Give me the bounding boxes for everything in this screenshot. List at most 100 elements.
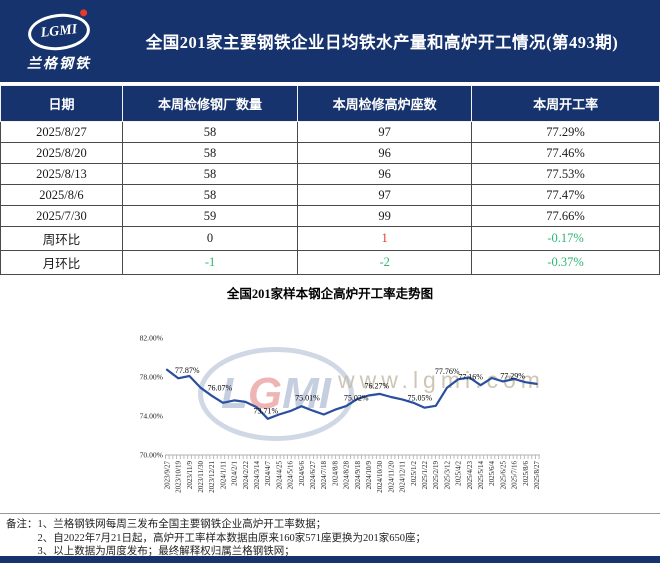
column-header: 本周开工率 xyxy=(471,85,660,122)
table-cell: 77.66% xyxy=(471,205,660,227)
lgmi-logo: LGMI 兰格钢铁 xyxy=(0,8,118,73)
data-point-label: 76.27% xyxy=(364,381,389,390)
page-title: 全国201家主要钢铁企业日均铁水产量和高炉开工情况(第493期) xyxy=(145,33,619,52)
x-axis-tick-label: 2025/4/23 xyxy=(466,461,474,490)
notes-items: 1、兰格钢铁网每周三发布全国主要钢铁企业高炉开工率数据； 2、自2022年7月21… xyxy=(37,518,427,557)
x-axis-tick-label: 2024/1/11 xyxy=(219,461,227,490)
x-axis-tick-label: 2025/4/2 xyxy=(455,461,463,486)
report-table: 日期 本周检修钢厂数量 本周检修高炉座数 本周开工率 2025/8/27 58 97 77.… xyxy=(0,85,660,275)
notes-section: 备注： 1、兰格钢铁网每周三发布全国主要钢铁企业高炉开工率数据； 2、自2022年… xyxy=(0,513,660,557)
chart-title: 全国201家样本钢企高炉开工率走势图 xyxy=(226,287,434,301)
column-header: 本周检修钢厂数量 xyxy=(121,85,299,122)
data-point-label: 75.02% xyxy=(344,394,369,403)
table-row: 周环比 0 1 -0.17% xyxy=(0,226,660,251)
data-point-label: 77.29% xyxy=(500,371,525,380)
x-axis-tick-label: 2023/11/30 xyxy=(197,461,205,493)
table-cell: 77.47% xyxy=(471,184,660,206)
x-axis-tick-label: 2025/6/4 xyxy=(488,461,496,486)
operating-rate-line xyxy=(165,368,538,420)
data-point-label: 76.07% xyxy=(207,383,232,392)
table-cell: 58 xyxy=(121,142,299,164)
x-axis-tick-label: 2025/7/16 xyxy=(511,461,519,490)
table-cell: 99 xyxy=(297,205,473,227)
x-axis-tick-label: 2024/6/27 xyxy=(309,461,317,490)
y-axis-tick-label: 74.00% xyxy=(140,412,164,421)
table-cell: -2 xyxy=(297,250,473,275)
table-cell: 周环比 xyxy=(0,226,123,251)
x-axis-tick-label: 2024/12/11 xyxy=(399,461,407,493)
table-cell: 96 xyxy=(297,163,473,185)
table-cell: 2025/8/6 xyxy=(0,184,123,206)
x-axis-tick-label: 2024/10/30 xyxy=(376,461,384,493)
data-point-label: 75.01% xyxy=(295,394,320,403)
x-axis-tick-label: 2024/7/18 xyxy=(320,461,328,490)
y-axis-tick-label: 82.00% xyxy=(140,334,164,343)
table-cell: 0 xyxy=(121,226,299,251)
x-axis-tick-label: 2023/10/19 xyxy=(175,461,183,493)
table-cell: 96 xyxy=(297,142,473,164)
x-axis-tick-label: 2024/4/25 xyxy=(275,461,283,490)
x-axis-tick-label: 2024/5/16 xyxy=(287,461,295,490)
x-axis-tick-label: 2025/2/19 xyxy=(432,461,440,490)
table-row: 月环比 -1 -2 -0.37% xyxy=(0,250,660,275)
data-point-label: 77.76% xyxy=(435,367,460,376)
table-cell: 97 xyxy=(297,121,473,143)
report-header: LGMI 兰格钢铁 全国201家主要钢铁企业日均铁水产量和高炉开工情况(第493… xyxy=(0,0,660,82)
table-cell: 2025/8/13 xyxy=(0,163,123,185)
x-axis-tick-label: 2024/2/22 xyxy=(242,461,250,490)
table-cell: 77.29% xyxy=(471,121,660,143)
note-item: 3、以上数据为周度发布；最终解释权归属兰格钢铁网； xyxy=(37,546,295,557)
x-axis-tick-label: 2024/10/9 xyxy=(365,461,373,490)
data-point-label: 77.16% xyxy=(458,373,483,382)
x-axis-tick-label: 2024/11/20 xyxy=(387,461,395,493)
table-cell: 77.53% xyxy=(471,163,660,185)
table-row: 2025/7/30 59 99 77.66% xyxy=(0,205,660,227)
y-axis-tick-label: 78.00% xyxy=(140,373,164,382)
x-axis-tick-label: 2025/8/27 xyxy=(533,461,541,490)
table-cell: 2025/7/30 xyxy=(0,205,123,227)
x-axis-tick-label: 2024/3/14 xyxy=(253,461,261,490)
table-cell: 58 xyxy=(121,163,299,185)
table-head: 日期 本周检修钢厂数量 本周检修高炉座数 本周开工率 xyxy=(0,85,660,122)
table-cell: 59 xyxy=(121,205,299,227)
x-axis-tick-label: 2024/8/8 xyxy=(331,461,339,486)
note-item: 1、兰格钢铁网每周三发布全国主要钢铁企业高炉开工率数据； xyxy=(37,519,327,530)
x-axis-tick-label: 2024/6/6 xyxy=(298,461,306,486)
table-cell: 2025/8/20 xyxy=(0,142,123,164)
data-point-label: 77.87% xyxy=(175,366,200,375)
x-axis-tick-label: 2024/4/7 xyxy=(264,461,272,486)
table-cell: 2025/8/27 xyxy=(0,121,123,143)
data-point-label: 75.05% xyxy=(407,393,432,402)
x-axis-tick-label: 2025/5/14 xyxy=(477,461,485,490)
x-axis-tick-label: 2024/2/1 xyxy=(231,461,239,486)
table-cell: -0.17% xyxy=(471,226,660,251)
lgmi-logo-oval: LGMI xyxy=(26,8,92,53)
table-cell: 97 xyxy=(297,184,473,206)
note-item: 2、自2022年7月21日起，高炉开工率样本数据由原来160家571座更换为20… xyxy=(37,532,427,544)
x-axis-tick-label: 2025/1/22 xyxy=(421,461,429,490)
table-body: 2025/8/27 58 97 77.29% 2025/8/20 58 96 77.46% 20… xyxy=(0,121,660,275)
y-axis-tick-label: 70.00% xyxy=(140,451,164,460)
x-axis-tick-label: 2023/12/21 xyxy=(208,461,216,493)
table-row: 2025/8/20 58 96 77.46% xyxy=(0,142,660,164)
x-axis-tick-label: 2025/1/2 xyxy=(410,461,418,486)
table-cell: -0.37% xyxy=(471,250,660,275)
table-cell: 58 xyxy=(121,184,299,206)
x-axis-tick-label: 2024/9/18 xyxy=(354,461,362,490)
column-header: 日期 xyxy=(0,85,123,122)
x-axis-tick-label: 2025/8/6 xyxy=(522,461,530,486)
data-point-label: 73.71% xyxy=(253,406,278,415)
chart-section: 全国201家样本钢企高炉开工率走势图 LGMI www.lgmi.com 82.… xyxy=(0,275,660,530)
x-axis-tick-label: 2023/9/27 xyxy=(163,461,171,490)
table-row: 2025/8/6 58 97 77.47% xyxy=(0,184,660,206)
table-cell: 77.46% xyxy=(471,142,660,164)
x-axis-tick-label: 2025/6/25 xyxy=(499,461,507,490)
x-axis-tick-label: 2025/3/12 xyxy=(443,461,451,490)
table-cell: 58 xyxy=(121,121,299,143)
lgmi-logo-text: LGMI xyxy=(39,21,78,41)
trend-line-chart: 82.00% 78.00% 74.00% 70.00% 77.87% 76.07% 73.7… xyxy=(140,334,541,493)
table-cell: -1 xyxy=(121,250,299,275)
bottom-bar xyxy=(0,556,660,563)
table-cell: 1 xyxy=(297,226,473,251)
